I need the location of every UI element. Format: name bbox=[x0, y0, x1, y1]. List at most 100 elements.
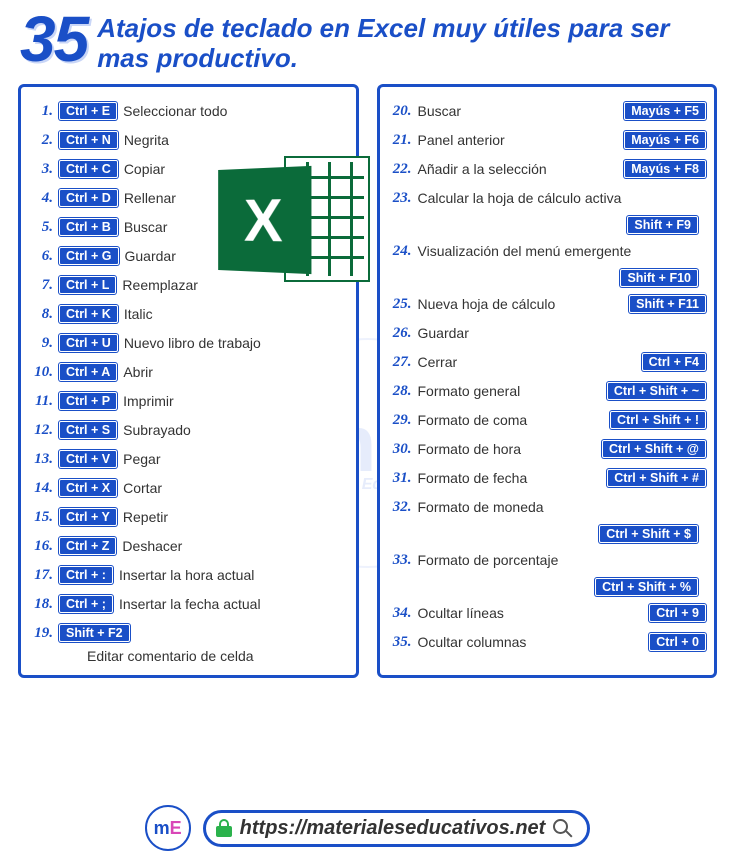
row-number: 26. bbox=[388, 325, 412, 342]
shortcut-row: 18. Ctrl + ; Insertar la fecha actual bbox=[29, 590, 348, 619]
row-number: 17. bbox=[29, 567, 53, 584]
row-number: 35. bbox=[388, 634, 412, 651]
row-number: 7. bbox=[29, 277, 53, 294]
shortcut-row: 33. Formato de porcentaje bbox=[388, 546, 707, 575]
key-badge: Ctrl + Shift + ! bbox=[610, 411, 706, 429]
key-badge: Ctrl + B bbox=[59, 218, 118, 236]
row-label: Abrir bbox=[123, 364, 347, 380]
row-number: 19. bbox=[29, 625, 53, 642]
shortcut-row: 25.Nueva hoja de cálculoShift + F11 bbox=[388, 290, 707, 319]
row-number: 33. bbox=[388, 552, 412, 569]
shortcut-row: 26. Guardar bbox=[388, 319, 707, 348]
key-badge: Shift + F9 bbox=[627, 216, 698, 234]
key-badge: Ctrl + ; bbox=[59, 595, 113, 613]
shortcut-row: 17. Ctrl + : Insertar la hora actual bbox=[29, 561, 348, 590]
row-number: 22. bbox=[388, 161, 412, 178]
row-label: Añadir a la selección bbox=[418, 161, 619, 177]
key-badge: Ctrl + : bbox=[59, 566, 113, 584]
header: 35 Atajos de teclado en Excel muy útiles… bbox=[0, 0, 735, 80]
row-label: Seleccionar todo bbox=[123, 103, 347, 119]
row-label: Imprimir bbox=[123, 393, 347, 409]
row-number: 21. bbox=[388, 132, 412, 149]
row-number: 31. bbox=[388, 470, 412, 487]
key-badge: Ctrl + L bbox=[59, 276, 116, 294]
row-number: 14. bbox=[29, 480, 53, 497]
shortcut-row: 19. Shift + F2 bbox=[29, 619, 348, 648]
row-number: 34. bbox=[388, 605, 412, 622]
row-number: 11. bbox=[29, 393, 53, 410]
shortcut-key-row: Ctrl + Shift + % bbox=[388, 575, 707, 599]
key-badge: Ctrl + V bbox=[59, 450, 117, 468]
key-badge: Mayús + F5 bbox=[624, 102, 706, 120]
row-number: 2. bbox=[29, 132, 53, 149]
shortcut-key-row: Shift + F9 bbox=[388, 213, 707, 237]
row-number: 23. bbox=[388, 190, 412, 207]
url-bar: https://materialeseducativos.net bbox=[203, 810, 591, 847]
shortcut-row: 32.Formato de moneda bbox=[388, 493, 707, 522]
key-badge: Ctrl + Z bbox=[59, 537, 116, 555]
row-label: Nueva hoja de cálculo bbox=[418, 296, 624, 312]
row-number: 5. bbox=[29, 219, 53, 236]
shortcut-row: 20.BuscarMayús + F5 bbox=[388, 97, 707, 126]
excel-logo-icon: X bbox=[215, 150, 370, 290]
shortcut-row: 22. Añadir a la selección Mayús + F8 bbox=[388, 155, 707, 184]
row-label: Deshacer bbox=[122, 538, 347, 554]
key-badge: Ctrl + Shift + # bbox=[607, 469, 706, 487]
lock-icon bbox=[216, 819, 232, 837]
row-label: Insertar la hora actual bbox=[119, 567, 348, 583]
row-label: Insertar la fecha actual bbox=[119, 596, 348, 612]
row-label: Calcular la hoja de cálculo activa bbox=[418, 190, 707, 206]
key-badge: Shift + F2 bbox=[59, 624, 130, 642]
key-badge: Ctrl + Shift + ~ bbox=[607, 382, 706, 400]
row-number: 24. bbox=[388, 243, 412, 260]
key-badge: Ctrl + 9 bbox=[649, 604, 706, 622]
header-number: 35 bbox=[20, 8, 87, 66]
row-label: Repetir bbox=[123, 509, 348, 525]
row-number: 4. bbox=[29, 190, 53, 207]
shortcut-row: 24. Visualización del menú emergente bbox=[388, 237, 707, 266]
footer: mE https://materialeseducativos.net bbox=[0, 805, 735, 851]
row-number: 6. bbox=[29, 248, 53, 265]
key-badge: Ctrl + X bbox=[59, 479, 117, 497]
key-badge: Ctrl + 0 bbox=[649, 633, 706, 651]
row-label: Negrita bbox=[124, 132, 348, 148]
shortcut-row: 23. Calcular la hoja de cálculo activa bbox=[388, 184, 707, 213]
row-number: 12. bbox=[29, 422, 53, 439]
shortcut-row: 8.Ctrl + KItalic bbox=[29, 300, 348, 329]
row-number: 8. bbox=[29, 306, 53, 323]
row-number: 13. bbox=[29, 451, 53, 468]
shortcut-row: 15.Ctrl + YRepetir bbox=[29, 503, 348, 532]
row-label: Cerrar bbox=[418, 354, 636, 370]
shortcut-row: 27. Cerrar Ctrl + F4 bbox=[388, 348, 707, 377]
row-label: Editar comentario de celda bbox=[29, 648, 348, 665]
row-label: Ocultar columnas bbox=[418, 634, 644, 650]
row-number: 29. bbox=[388, 412, 412, 429]
row-number: 16. bbox=[29, 538, 53, 555]
key-badge: Ctrl + D bbox=[59, 189, 118, 207]
row-label: Panel anterior bbox=[418, 132, 619, 148]
row-label: Buscar bbox=[418, 103, 619, 119]
row-number: 18. bbox=[29, 596, 53, 613]
row-label: Cortar bbox=[123, 480, 347, 496]
key-badge: Ctrl + F4 bbox=[642, 353, 706, 371]
row-label: Guardar bbox=[418, 325, 707, 341]
shortcut-row: 16. Ctrl + Z Deshacer bbox=[29, 532, 348, 561]
row-label: Visualización del menú emergente bbox=[418, 243, 707, 259]
row-label: Formato de hora bbox=[418, 441, 597, 457]
key-badge: Ctrl + Shift + % bbox=[595, 578, 698, 596]
key-badge: Ctrl + G bbox=[59, 247, 119, 265]
row-number: 1. bbox=[29, 103, 53, 120]
key-badge: Mayús + F8 bbox=[624, 160, 706, 178]
row-number: 27. bbox=[388, 354, 412, 371]
shortcut-row: 1.Ctrl + ESeleccionar todo bbox=[29, 97, 348, 126]
row-label: Formato de porcentaje bbox=[418, 552, 707, 568]
row-number: 9. bbox=[29, 335, 53, 352]
key-badge: Mayús + F6 bbox=[624, 131, 706, 149]
row-label: Pegar bbox=[123, 451, 347, 467]
shortcut-row: 9.Ctrl + UNuevo libro de trabajo bbox=[29, 329, 348, 358]
key-badge: Ctrl + N bbox=[59, 131, 118, 149]
shortcut-row: 13. Ctrl + V Pegar bbox=[29, 445, 348, 474]
row-number: 3. bbox=[29, 161, 53, 178]
key-badge: Ctrl + S bbox=[59, 421, 117, 439]
shortcut-row: 14. Ctrl + X Cortar bbox=[29, 474, 348, 503]
